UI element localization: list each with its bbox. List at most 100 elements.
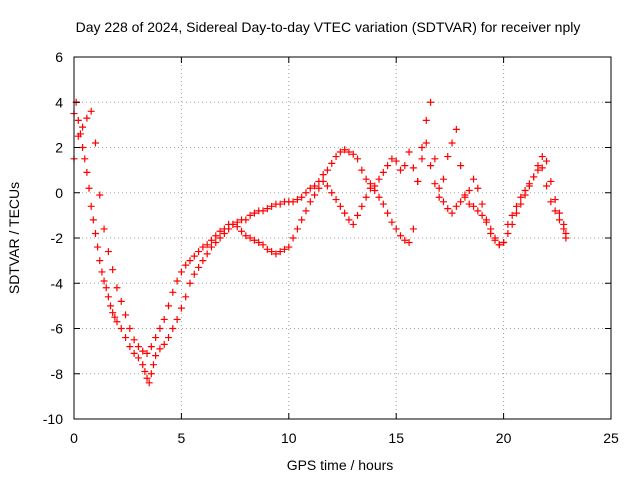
data-point bbox=[139, 347, 147, 355]
y-axis-label: SDTVAR / TECUs bbox=[6, 182, 22, 294]
data-point bbox=[543, 182, 551, 190]
y-tick-label: -2 bbox=[51, 230, 64, 246]
data-point bbox=[298, 193, 306, 201]
data-point bbox=[409, 164, 417, 172]
data-point bbox=[336, 202, 344, 210]
data-point bbox=[276, 248, 284, 256]
data-point bbox=[448, 139, 456, 147]
data-point bbox=[160, 340, 168, 348]
data-point bbox=[354, 211, 362, 219]
y-tick-label: 2 bbox=[55, 140, 63, 156]
x-tick-label: 5 bbox=[178, 430, 186, 446]
axis-ticks bbox=[73, 56, 612, 420]
data-point bbox=[414, 177, 422, 185]
x-tick-label: 10 bbox=[281, 430, 297, 446]
data-point bbox=[139, 361, 147, 369]
data-point bbox=[87, 107, 95, 115]
data-point bbox=[311, 191, 319, 199]
data-point bbox=[521, 191, 529, 199]
data-point bbox=[547, 198, 555, 206]
data-point bbox=[246, 234, 254, 242]
y-tick-label: 6 bbox=[55, 49, 63, 65]
data-point bbox=[263, 205, 271, 213]
data-point bbox=[143, 349, 151, 357]
data-point bbox=[302, 189, 310, 197]
data-point bbox=[452, 125, 460, 133]
data-point bbox=[122, 311, 130, 319]
data-point bbox=[306, 184, 314, 192]
data-point bbox=[332, 153, 340, 161]
series-track-a bbox=[70, 98, 570, 387]
data-point bbox=[216, 234, 224, 242]
data-point bbox=[149, 361, 157, 369]
data-point bbox=[379, 168, 387, 176]
data-point bbox=[212, 232, 220, 240]
data-point bbox=[362, 175, 370, 183]
data-point bbox=[422, 116, 430, 124]
data-point bbox=[89, 216, 97, 224]
series-track-b bbox=[70, 98, 570, 357]
data-point bbox=[173, 277, 181, 285]
data-point bbox=[203, 241, 211, 249]
data-point bbox=[169, 325, 177, 332]
data-point bbox=[259, 207, 267, 215]
data-point bbox=[444, 153, 452, 161]
data-point bbox=[530, 173, 538, 181]
data-point bbox=[229, 220, 237, 228]
data-point bbox=[562, 229, 570, 237]
data-point bbox=[74, 132, 82, 140]
data-point bbox=[349, 220, 357, 228]
data-point bbox=[439, 175, 447, 183]
data-point bbox=[491, 236, 499, 244]
data-point bbox=[345, 216, 353, 224]
data-point bbox=[422, 139, 430, 147]
data-point bbox=[439, 198, 447, 206]
data-point bbox=[465, 200, 473, 208]
axis-tick-labels: 0 5 10 15 20 25 -10 -8 -6 -4 -2 0 2 4 6 bbox=[43, 49, 619, 446]
data-point bbox=[216, 227, 224, 235]
data-point bbox=[388, 218, 396, 226]
data-point bbox=[375, 193, 383, 201]
data-point bbox=[457, 162, 465, 170]
data-point bbox=[79, 123, 87, 131]
data-point bbox=[375, 175, 383, 183]
data-point bbox=[165, 334, 173, 342]
data-point bbox=[190, 252, 198, 260]
data-point bbox=[306, 198, 314, 206]
data-point bbox=[405, 148, 413, 156]
data-point bbox=[298, 216, 306, 224]
data-point bbox=[100, 277, 108, 285]
data-point bbox=[152, 334, 160, 342]
data-point bbox=[431, 180, 439, 188]
data-point bbox=[289, 198, 297, 206]
data-point bbox=[207, 243, 215, 251]
data-point bbox=[83, 114, 91, 122]
data-point bbox=[102, 284, 110, 292]
data-point bbox=[311, 182, 319, 190]
data-point bbox=[487, 229, 495, 237]
data-point bbox=[534, 162, 542, 170]
data-point bbox=[555, 216, 563, 224]
data-point bbox=[405, 239, 413, 247]
data-point bbox=[358, 166, 366, 174]
y-tick-label: -10 bbox=[43, 411, 63, 427]
data-point bbox=[332, 196, 340, 204]
data-point bbox=[250, 236, 258, 244]
data-point bbox=[255, 239, 263, 247]
data-point bbox=[91, 139, 99, 147]
x-tick-label: 15 bbox=[388, 430, 404, 446]
data-point bbox=[117, 297, 125, 305]
data-point bbox=[285, 243, 293, 251]
y-tick-label: -8 bbox=[51, 366, 64, 382]
data-point bbox=[366, 184, 374, 192]
data-point bbox=[396, 232, 404, 240]
data-point bbox=[392, 225, 400, 233]
data-point bbox=[495, 241, 503, 249]
data-point bbox=[130, 349, 138, 357]
data-point bbox=[508, 220, 516, 228]
data-point bbox=[461, 193, 469, 201]
data-point bbox=[517, 200, 525, 208]
data-point bbox=[478, 211, 486, 219]
data-point bbox=[94, 243, 102, 251]
